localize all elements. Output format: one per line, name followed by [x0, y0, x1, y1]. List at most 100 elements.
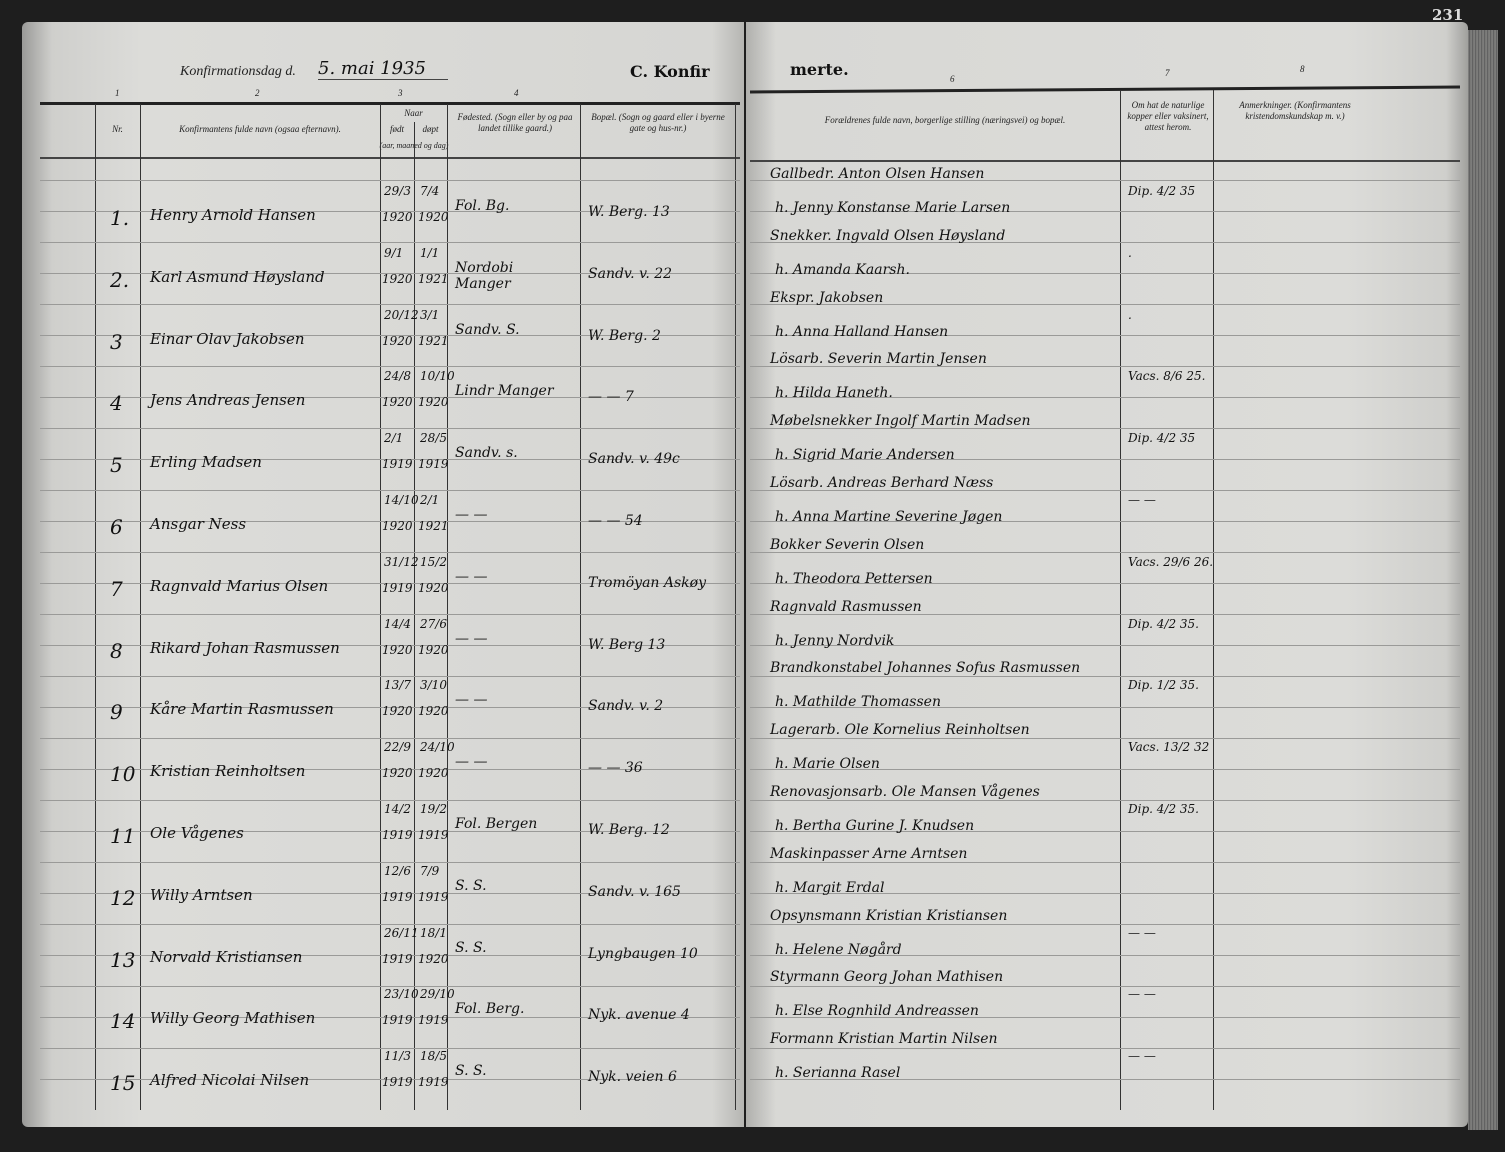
ruled-line [750, 924, 1460, 925]
baptized-year: 1920 [418, 580, 449, 595]
ruled-line [40, 459, 740, 460]
confirmand-name: Einar Olav Jakobsen [150, 329, 305, 348]
ruled-line [40, 1017, 740, 1018]
header-residence: Bopæl. (Sogn og gaard eller i byerne gat… [591, 112, 725, 133]
birthplace: S. S. [455, 1063, 487, 1080]
ruled-line [40, 986, 740, 987]
residence: Sandv. v. 22 [588, 265, 673, 282]
confirmand-name: Ragnvald Marius Olsen [150, 576, 329, 595]
ruled-line [40, 428, 740, 429]
ruled-line [750, 831, 1460, 832]
header-vaccination: Om hat de naturlige kopper eller vaksine… [1127, 100, 1209, 132]
residence: Sandv. v. 49c [588, 451, 680, 468]
ruled-line [750, 1017, 1460, 1018]
father: Møbelsnekker Ingolf Martin Madsen [770, 413, 1031, 430]
ruled-line [40, 614, 740, 615]
father: Lösarb. Andreas Berhard Næss [770, 475, 994, 491]
page-number: 231 [1432, 6, 1464, 24]
ruled-line [750, 335, 1460, 336]
column-number: 6 [950, 74, 955, 84]
mother: h. Marie Olsen [775, 756, 880, 773]
baptized-day-month: 3/10 [420, 678, 447, 693]
ruled-line [40, 862, 740, 863]
column-number: 1 [115, 88, 120, 98]
birthplace: — — [455, 692, 488, 709]
mother: h. Mathilde Thomassen [775, 694, 941, 711]
birthplace: Lindr Manger [455, 383, 554, 400]
baptized-day-month: 10/10 [420, 369, 455, 384]
born-day-month: 11/3 [384, 1049, 411, 1064]
entry-number: 11 [110, 824, 136, 848]
entry-number: 14 [110, 1009, 136, 1034]
vaccination-note: — — [1128, 1049, 1156, 1064]
father: Formann Kristian Martin Nilsen [770, 1031, 998, 1048]
confirmand-name: Karl Asmund Høysland [150, 267, 325, 286]
column-rule [95, 104, 96, 1110]
column-number: 3 [398, 88, 403, 98]
born-year: 1919 [382, 889, 413, 904]
father: Gallbedr. Anton Olsen Hansen [770, 166, 985, 182]
header-date-note: (aar, maaned og dag) [379, 141, 449, 150]
ruled-line [750, 211, 1460, 212]
ruled-line [750, 304, 1460, 305]
right-page [746, 22, 1468, 1127]
column-number: 7 [1165, 68, 1170, 78]
mother: h. Helene Nøgård [775, 941, 902, 958]
ruled-line [40, 335, 740, 336]
left-page [22, 22, 744, 1127]
header-dopt: døpt [422, 124, 439, 134]
baptized-year: 1921 [418, 271, 449, 286]
confirmand-name: Jens Andreas Jensen [150, 391, 306, 410]
column-rule [1120, 90, 1121, 1110]
ruled-line [40, 242, 740, 243]
vaccination-note: Vacs. 8/6 25. [1128, 369, 1206, 384]
column-rule [140, 104, 141, 1110]
ruled-line [40, 1079, 740, 1080]
born-year: 1919 [382, 1013, 413, 1028]
column-rule [735, 104, 736, 1110]
baptized-day-month: 18/1 [420, 925, 447, 940]
baptized-day-month: 18/5 [420, 1049, 447, 1064]
confirmand-name: Erling Madsen [150, 453, 262, 472]
born-day-month: 31/12 [384, 554, 419, 569]
vaccination-note: Dip. 4/2 35. [1128, 616, 1199, 631]
baptized-day-month: 7/9 [420, 863, 440, 878]
ruled-line [750, 521, 1460, 522]
mother: h. Else Rognhild Andreassen [775, 1003, 979, 1020]
birthplace: Fol. Berg. [455, 1001, 525, 1018]
father: Lösarb. Severin Martin Jensen [770, 351, 987, 368]
entry-number: 9 [110, 700, 123, 725]
entry-number: 10 [110, 762, 136, 787]
vaccination-note: Dip. 1/2 35. [1128, 678, 1199, 693]
vaccination-note: . [1128, 245, 1132, 260]
vaccination-note: — — [1128, 925, 1156, 940]
baptized-year: 1920 [418, 642, 449, 657]
ruled-line [750, 955, 1460, 956]
entry-number: 6 [110, 515, 123, 539]
born-day-month: 24/8 [384, 369, 411, 384]
father: Styrmann Georg Johan Mathisen [770, 969, 1004, 986]
mother: h. Jenny Konstanse Marie Larsen [775, 200, 1011, 216]
header-fodt: født [389, 124, 404, 134]
ruled-line [750, 862, 1460, 863]
column-rule [380, 104, 381, 1110]
birthplace: — — [455, 507, 488, 523]
ruled-line [750, 893, 1460, 894]
mother: h. Jenny Nordvik [775, 632, 895, 649]
born-day-month: 29/3 [384, 184, 411, 198]
father: Opsynsmann Kristian Kristiansen [770, 907, 1008, 924]
ruled-line [750, 1048, 1460, 1049]
ruled-line [40, 800, 740, 801]
column-number: 2 [255, 88, 260, 98]
baptized-year: 1919 [418, 1075, 449, 1090]
mother: h. Bertha Gurine J. Knudsen [775, 818, 975, 834]
entry-number: 15 [110, 1071, 136, 1096]
born-day-month: 12/6 [384, 863, 411, 878]
confirmand-name: Norvald Kristiansen [150, 947, 303, 966]
column-rule [1213, 90, 1214, 1110]
ruled-line [40, 304, 740, 305]
ruled-line [40, 583, 740, 584]
born-day-month: 26/11 [384, 925, 419, 940]
residence: — — 36 [588, 760, 643, 777]
born-year: 1919 [382, 1075, 413, 1090]
